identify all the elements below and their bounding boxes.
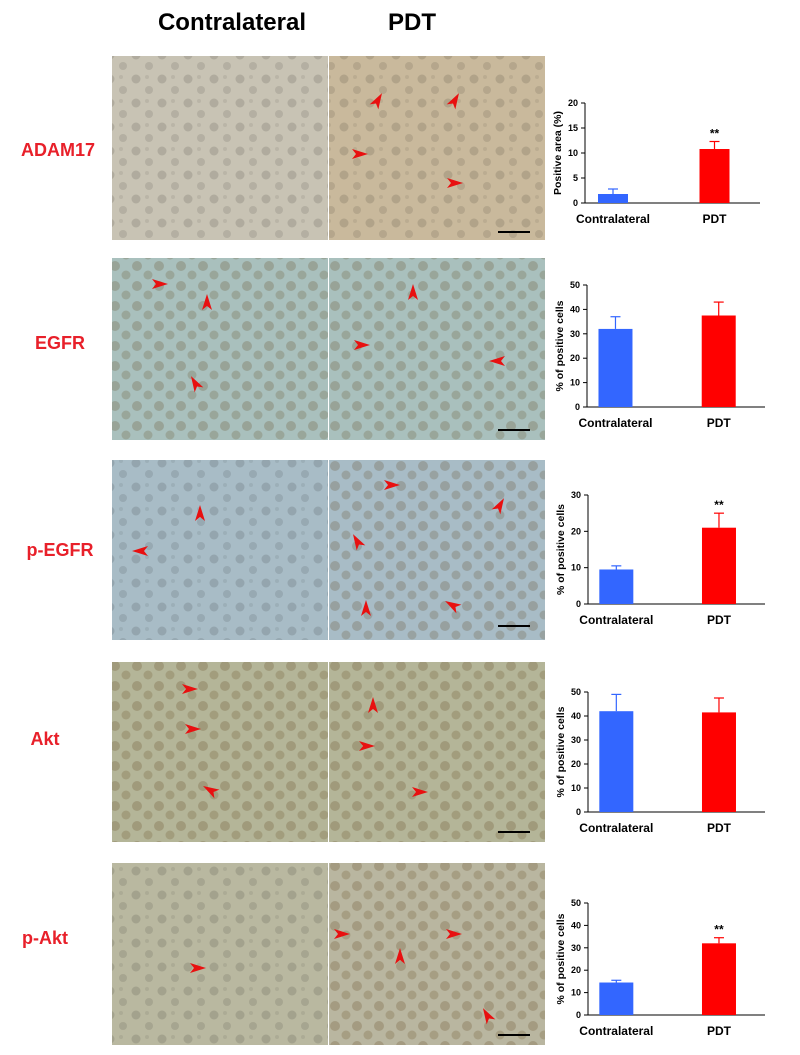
y-tick-label: 40 [571, 920, 581, 930]
y-tick-label: 20 [568, 98, 578, 108]
arrowhead [395, 948, 405, 964]
significance-label: ** [710, 127, 720, 141]
bar [701, 712, 736, 812]
bar [701, 943, 736, 1015]
bar [598, 194, 628, 203]
x-tick-label: Contralateral [576, 212, 650, 226]
arrowhead [353, 534, 366, 551]
y-tick-label: 10 [570, 378, 580, 388]
arrowhead [368, 697, 378, 713]
x-tick-label: PDT [707, 1024, 732, 1038]
micrographs [112, 56, 545, 1045]
x-tick-label: Contralateral [578, 416, 652, 430]
y-tick-label: 50 [571, 898, 581, 908]
arrowhead [361, 600, 371, 616]
y-tick-label: 10 [571, 783, 581, 793]
arrowhead [359, 741, 375, 751]
arrowhead [483, 1008, 496, 1025]
arrowhead [352, 149, 368, 159]
y-tick-label: 40 [570, 304, 580, 314]
bar [598, 328, 633, 407]
arrowhead [489, 356, 505, 366]
y-tick-label: 0 [576, 599, 581, 609]
arrowhead [185, 724, 201, 734]
y-tick-label: 0 [575, 402, 580, 412]
bar [699, 149, 730, 203]
arrowhead [447, 178, 463, 188]
x-tick-label: Contralateral [579, 1024, 653, 1038]
arrowhead [369, 93, 382, 110]
significance-label: ** [714, 498, 724, 512]
arrowhead [191, 376, 204, 393]
x-tick-label: PDT [707, 416, 732, 430]
arrowhead [412, 787, 428, 797]
arrowhead [491, 498, 504, 515]
arrowhead [182, 684, 198, 694]
x-tick-label: Contralateral [579, 613, 653, 627]
arrowhead [203, 786, 220, 799]
y-axis-label: Positive area (%) [552, 111, 564, 195]
arrowhead [195, 505, 205, 521]
arrowhead [202, 294, 212, 310]
row-label: ADAM17 [21, 140, 95, 160]
bar [599, 982, 634, 1015]
arrowhead [132, 546, 148, 556]
arrowhead [190, 963, 206, 973]
y-tick-label: 15 [568, 123, 578, 133]
x-tick-label: PDT [707, 821, 732, 835]
y-tick-label: 10 [571, 988, 581, 998]
y-tick-label: 20 [571, 526, 581, 536]
y-tick-label: 0 [576, 1010, 581, 1020]
arrowhead [384, 480, 400, 490]
y-tick-label: 20 [571, 759, 581, 769]
arrowhead [152, 279, 168, 289]
bar [599, 711, 634, 812]
row-label: Akt [30, 729, 59, 749]
y-tick-label: 10 [568, 148, 578, 158]
arrowhead [445, 601, 462, 614]
x-tick-label: Contralateral [579, 821, 653, 835]
arrowhead [334, 929, 350, 939]
y-tick-label: 0 [576, 807, 581, 817]
column-header: PDT [388, 9, 436, 36]
y-tick-label: 30 [570, 329, 580, 339]
arrowhead [446, 929, 462, 939]
bar [701, 527, 736, 604]
significance-label: ** [714, 923, 724, 937]
y-tick-label: 10 [571, 563, 581, 573]
row-label: p-EGFR [27, 540, 94, 560]
y-axis-label: % of positive cells [555, 504, 567, 595]
y-tick-label: 50 [570, 280, 580, 290]
arrowhead [354, 340, 370, 350]
y-tick-label: 0 [573, 198, 578, 208]
x-tick-label: PDT [703, 212, 728, 226]
y-tick-label: 30 [571, 490, 581, 500]
bar [599, 569, 634, 604]
row-label: p-Akt [22, 928, 68, 948]
y-tick-label: 5 [573, 173, 578, 183]
y-tick-label: 20 [571, 965, 581, 975]
column-header: Contralateral [158, 9, 306, 36]
y-tick-label: 50 [571, 687, 581, 697]
y-axis-label: % of positive cells [555, 913, 567, 1004]
y-tick-label: 30 [571, 735, 581, 745]
arrowhead [408, 284, 418, 300]
y-tick-label: 20 [570, 353, 580, 363]
y-tick-label: 40 [571, 711, 581, 721]
row-label: EGFR [35, 333, 85, 353]
x-tick-label: PDT [707, 613, 732, 627]
y-tick-label: 30 [571, 943, 581, 953]
bar [701, 315, 736, 407]
y-axis-label: % of positive cells [554, 300, 566, 391]
arrowhead [446, 93, 459, 110]
y-axis-label: % of positive cells [555, 706, 567, 797]
